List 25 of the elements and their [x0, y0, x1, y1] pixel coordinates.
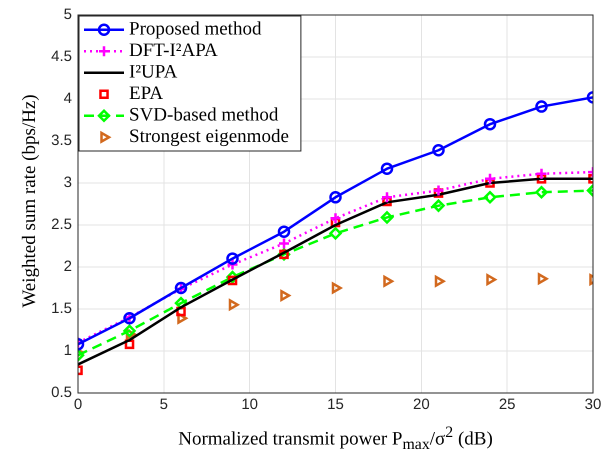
x-tick-label: 15 — [327, 396, 344, 414]
y-tick-label: 2.5 — [51, 216, 72, 234]
y-tick-label: 0.5 — [51, 384, 72, 402]
legend-label: I²UPA — [129, 62, 178, 83]
x-tick-label: 0 — [74, 396, 82, 414]
x-tick-label: 10 — [241, 396, 258, 414]
x-tick-label: 25 — [498, 396, 516, 414]
x-axis-title: Normalized transmit power P$_{max}$/σ$^{2}$ (dB) — [177, 424, 494, 454]
y-tick-label: 2 — [64, 258, 72, 276]
y-tick-label: 3 — [64, 174, 72, 192]
y-tick-label: 5 — [64, 6, 72, 24]
legend-label: SVD-based method — [129, 104, 279, 126]
y-tick-label: 4.5 — [51, 48, 72, 66]
x-tick-label: 5 — [160, 396, 168, 414]
x-tick-label: 30 — [584, 396, 602, 414]
y-tick-label: 3.5 — [51, 132, 72, 150]
legend-label: DFT-I²APA — [129, 40, 218, 62]
legend-label: EPA — [129, 83, 164, 104]
y-tick-label: 1 — [64, 342, 72, 360]
y-tick-label: 1.5 — [51, 300, 72, 318]
legend-label: Strongest eigenmode — [129, 126, 289, 148]
x-tick-label: 20 — [412, 396, 430, 414]
legend-label: Proposed method — [129, 18, 262, 40]
y-axis-title: Weighted sum rate (bps/Hz) — [19, 93, 41, 310]
y-tick-label: 4 — [64, 90, 72, 108]
